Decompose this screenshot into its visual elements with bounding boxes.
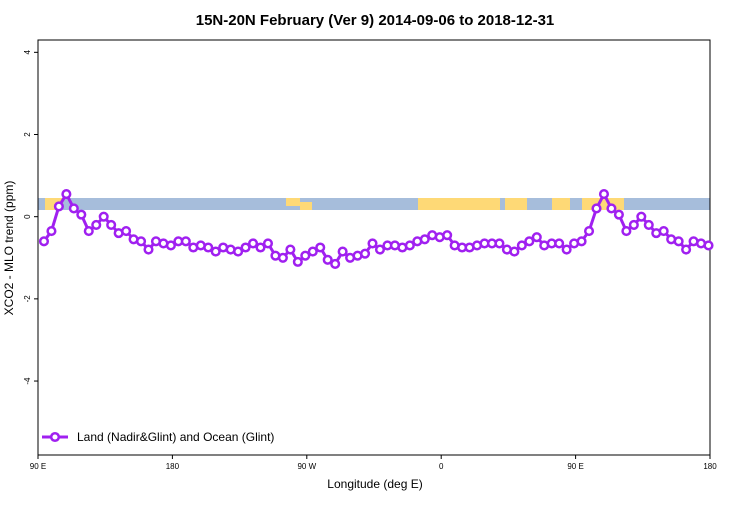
legend-label: Land (Nadir&Glint) and Ocean (Glint) xyxy=(77,430,274,444)
point xyxy=(53,201,64,212)
point xyxy=(576,236,587,247)
point xyxy=(703,240,714,251)
point xyxy=(240,242,251,253)
point xyxy=(68,203,79,214)
point xyxy=(591,203,602,214)
point xyxy=(606,203,617,214)
point xyxy=(516,240,527,251)
x-tick-label: 90 W xyxy=(297,462,316,471)
y-tick-label: -2 xyxy=(23,295,32,303)
x-tick-label: 90 E xyxy=(567,462,583,471)
point xyxy=(330,258,341,269)
point xyxy=(76,209,87,220)
y-tick-label: 4 xyxy=(23,50,32,55)
chart-title: 15N-20N February (Ver 9) 2014-09-06 to 2… xyxy=(196,12,555,29)
x-tick-label: 90 E xyxy=(30,462,46,471)
point xyxy=(180,236,191,247)
point xyxy=(98,211,109,222)
point xyxy=(561,244,572,255)
point xyxy=(285,244,296,255)
point xyxy=(442,230,453,241)
point xyxy=(46,226,57,237)
point xyxy=(38,236,50,247)
point xyxy=(636,211,647,222)
point xyxy=(106,219,117,230)
point xyxy=(524,236,535,247)
y-tick-label: 2 xyxy=(23,132,32,137)
point xyxy=(322,254,333,265)
point xyxy=(247,238,259,249)
y-tick-label: -4 xyxy=(23,377,32,385)
point xyxy=(61,189,72,200)
point xyxy=(292,256,303,267)
x-axis-label: Longitude (deg E) xyxy=(327,477,422,491)
point xyxy=(613,209,624,220)
point xyxy=(673,236,684,247)
point xyxy=(307,246,318,257)
point xyxy=(262,238,274,249)
point xyxy=(494,238,505,249)
y-tick-label: 0 xyxy=(23,214,32,219)
point xyxy=(337,246,348,257)
x-tick-label: 180 xyxy=(166,462,180,471)
point xyxy=(210,246,221,257)
point xyxy=(643,219,654,230)
point xyxy=(359,248,371,259)
point xyxy=(91,219,102,230)
point xyxy=(628,219,639,230)
point xyxy=(554,238,565,249)
point xyxy=(367,238,378,249)
point xyxy=(681,244,692,255)
point xyxy=(143,244,154,255)
point xyxy=(165,240,176,251)
point xyxy=(233,246,244,257)
legend-marker xyxy=(49,431,61,443)
point xyxy=(598,189,610,200)
point xyxy=(83,226,94,237)
x-tick-label: 0 xyxy=(439,462,444,471)
point xyxy=(621,226,632,237)
y-axis-label: XCO2 - MLO trend (ppm) xyxy=(2,181,16,316)
point xyxy=(277,252,288,263)
point xyxy=(135,236,147,247)
point xyxy=(300,250,311,261)
point xyxy=(121,226,132,237)
point xyxy=(374,244,386,255)
point xyxy=(404,240,415,251)
x-tick-label: 180 xyxy=(703,462,717,471)
point xyxy=(583,226,595,237)
point xyxy=(203,242,214,253)
point xyxy=(531,232,542,243)
point xyxy=(509,246,520,257)
point xyxy=(255,242,266,253)
point xyxy=(315,242,326,253)
point xyxy=(419,234,430,245)
point xyxy=(658,226,669,237)
